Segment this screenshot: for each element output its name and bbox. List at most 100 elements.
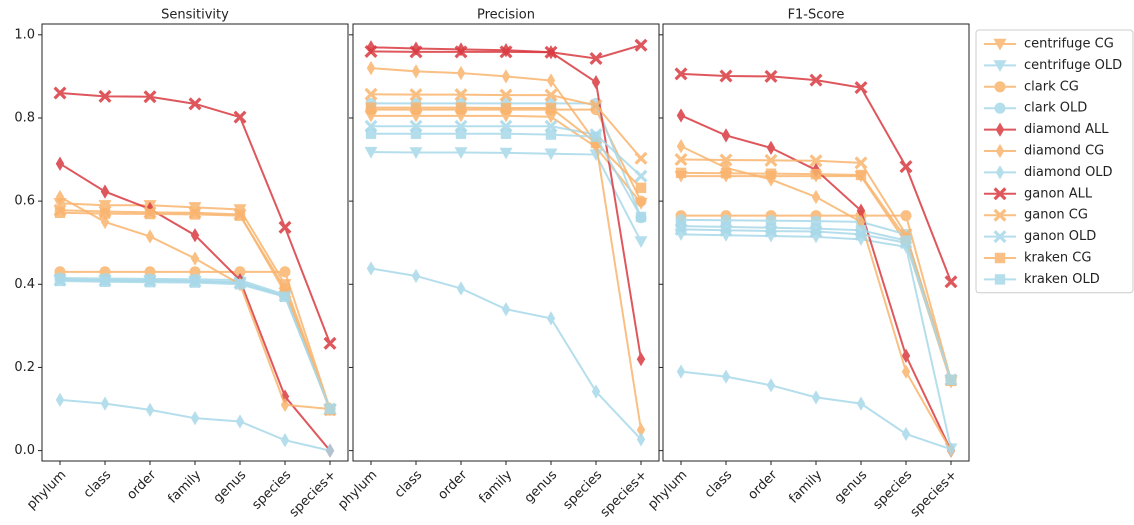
marker — [55, 189, 65, 205]
series — [53, 86, 337, 350]
marker — [99, 208, 111, 219]
marker — [501, 69, 511, 84]
marker — [946, 442, 956, 457]
marker — [499, 88, 513, 102]
marker — [190, 251, 200, 266]
marker — [590, 137, 602, 149]
x-tick-label: species+ — [908, 468, 961, 521]
legend-entry — [984, 274, 1016, 285]
y-tick-label: 1.0 — [14, 27, 35, 42]
marker — [499, 147, 513, 160]
legend-marker — [994, 81, 1006, 93]
marker — [280, 397, 290, 413]
y-tick-label: 0.8 — [14, 110, 35, 125]
marker — [366, 60, 376, 76]
series-line — [681, 175, 952, 383]
marker — [501, 302, 511, 317]
marker — [590, 131, 602, 142]
marker — [410, 102, 422, 113]
marker — [323, 336, 337, 350]
marker — [54, 207, 66, 218]
marker — [634, 236, 648, 248]
marker — [364, 87, 378, 101]
marker — [499, 45, 513, 59]
marker — [856, 203, 866, 218]
legend-entry — [984, 187, 1016, 201]
legend-label: diamond CG — [1024, 144, 1104, 159]
panel-title: Sensitivity — [161, 8, 229, 23]
marker — [188, 97, 202, 111]
marker — [53, 86, 67, 100]
x-tick-label: order — [435, 467, 471, 503]
series — [364, 87, 648, 165]
marker — [766, 378, 776, 393]
y-tick-label: 0.0 — [14, 443, 35, 458]
marker — [674, 67, 688, 81]
marker — [55, 392, 65, 408]
marker — [189, 277, 201, 288]
marker — [234, 210, 246, 221]
series — [53, 273, 337, 416]
marker — [279, 283, 291, 294]
marker — [720, 168, 732, 179]
marker — [635, 195, 647, 207]
legend-marker — [995, 165, 1005, 180]
series — [366, 40, 646, 367]
series — [365, 128, 647, 223]
marker — [144, 208, 156, 220]
marker — [900, 210, 912, 222]
marker — [636, 432, 646, 447]
marker — [676, 139, 686, 154]
marker — [719, 153, 733, 167]
marker — [455, 128, 467, 139]
marker — [854, 81, 868, 95]
x-tick-label: phylum — [645, 468, 690, 513]
marker — [234, 279, 246, 290]
legend-entry — [984, 208, 1016, 222]
marker — [235, 414, 245, 429]
legend-marker — [993, 60, 1007, 72]
marker — [409, 45, 423, 59]
marker — [456, 281, 466, 296]
marker — [500, 102, 512, 114]
y-tick-label: 0.4 — [14, 277, 35, 292]
legend-label: ganon OLD — [1024, 229, 1096, 244]
marker — [234, 266, 246, 278]
marker — [856, 396, 866, 411]
legend-entry — [984, 122, 1016, 137]
marker — [589, 52, 603, 66]
marker — [675, 167, 687, 179]
y-tick-label: 0.6 — [14, 194, 35, 209]
marker — [545, 129, 557, 140]
series — [54, 266, 336, 415]
marker — [811, 189, 821, 205]
marker — [811, 390, 821, 405]
legend-label: centrifuge CG — [1024, 37, 1114, 52]
marker — [190, 411, 200, 426]
marker — [454, 45, 468, 59]
marker — [721, 128, 731, 143]
marker — [764, 69, 778, 83]
legend-box — [975, 29, 1134, 294]
marker — [546, 73, 556, 88]
x-tick-label: genus — [211, 468, 250, 507]
legend-label: ganon CG — [1024, 208, 1088, 223]
marker — [544, 88, 558, 102]
marker — [409, 88, 423, 102]
series-line — [59, 211, 331, 411]
marker — [591, 75, 601, 90]
legend-marker — [994, 252, 1006, 264]
marker — [765, 222, 777, 233]
marker — [145, 229, 155, 244]
series — [675, 220, 957, 386]
marker — [766, 140, 776, 156]
legend-label: diamond OLD — [1024, 165, 1113, 180]
marker — [720, 221, 732, 233]
marker — [190, 228, 200, 243]
marker — [809, 73, 823, 87]
x-tick-label: genus — [832, 468, 871, 507]
marker — [98, 200, 112, 212]
marker — [99, 276, 111, 287]
